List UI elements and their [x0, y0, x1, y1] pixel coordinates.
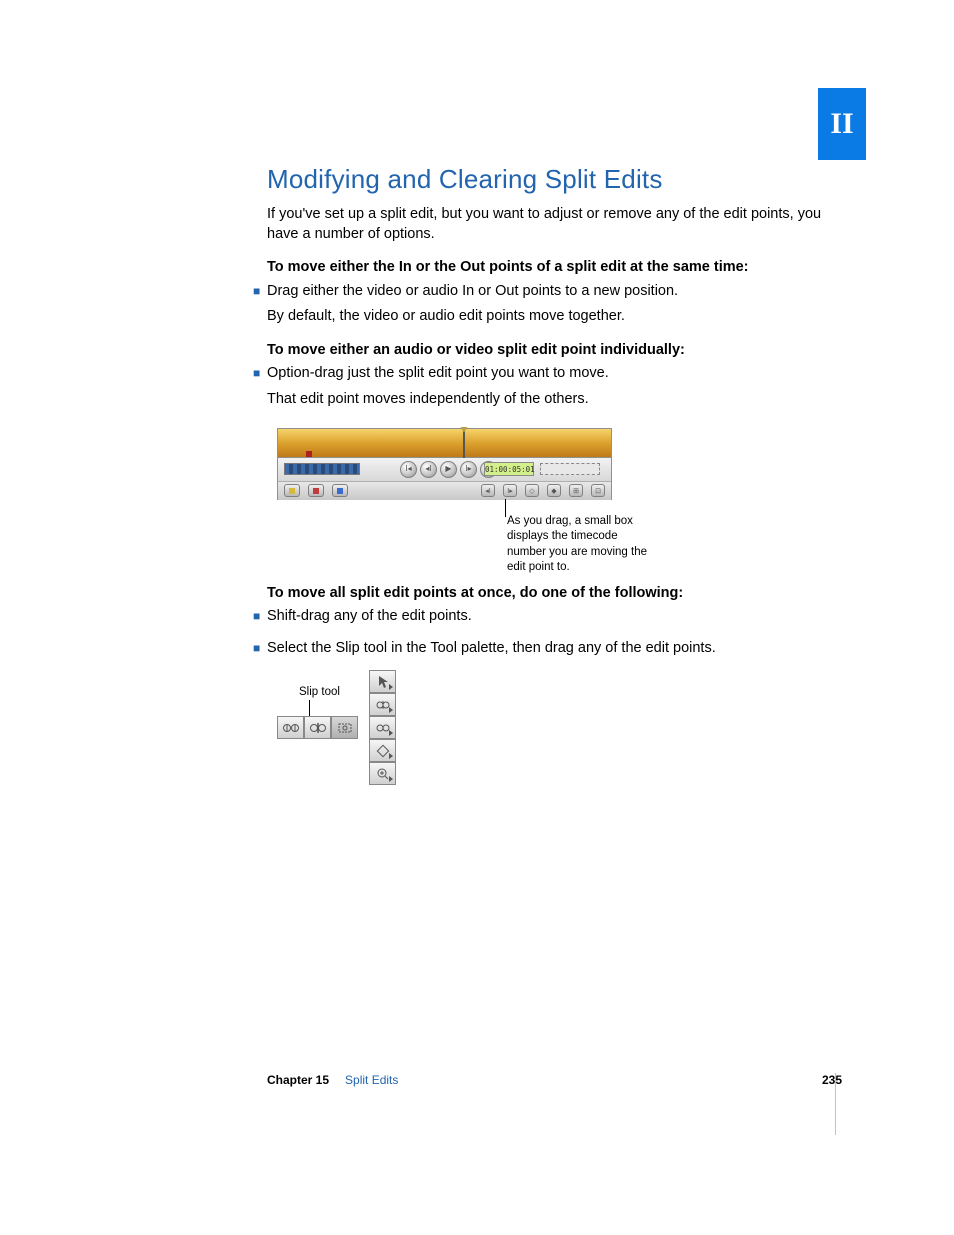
step-back-button[interactable]: ◂I — [420, 461, 437, 478]
mark-in-button[interactable] — [284, 484, 300, 497]
part-tab: II — [818, 88, 866, 160]
flyout-indicator-icon — [389, 684, 393, 690]
audio-strip-icon — [284, 463, 360, 475]
replace-button[interactable]: ⊞ — [569, 484, 583, 497]
list-item: ■ Select the Slip tool in the Tool palet… — [253, 639, 827, 659]
go-start-button[interactable]: I◂ — [400, 461, 417, 478]
section3-heading: To move all split edit points at once, d… — [267, 584, 827, 604]
in-point-marker-icon — [306, 451, 312, 457]
arrow-tool-button[interactable] — [369, 670, 396, 693]
bullet-icon: ■ — [253, 607, 267, 625]
mark-out-button[interactable] — [332, 484, 348, 497]
right-button-group: ◂I I▸ ◇ ◆ ⊞ ⊡ — [481, 484, 605, 497]
bullet-icon: ■ — [253, 364, 267, 382]
playhead-icon — [460, 427, 468, 433]
list-item: ■ Drag either the video or audio In or O… — [253, 282, 827, 302]
step-fwd-button[interactable]: I▸ — [460, 461, 477, 478]
list-item: ■ Option-drag just the split edit point … — [253, 364, 827, 384]
figure-tool-palette: Slip tool — [277, 676, 437, 786]
nav-prev-button[interactable]: ◂I — [481, 484, 495, 497]
section1-note: By default, the video or audio edit poin… — [267, 307, 827, 327]
flyout-indicator-icon — [389, 730, 393, 736]
razor-tool-button[interactable] — [369, 739, 396, 762]
roll-tool-button[interactable] — [277, 716, 304, 739]
transport-buttons: I◂ ◂I ▶ I▸ ▸I — [400, 461, 497, 478]
bullet-icon: ■ — [253, 639, 267, 657]
bullet-text: Select the Slip tool in the Tool palette… — [267, 639, 716, 659]
slip-tool-label: Slip tool — [299, 686, 340, 698]
left-button-group — [284, 484, 348, 497]
page-content: Modifying and Clearing Split Edits If yo… — [267, 164, 827, 786]
overwrite-button[interactable]: ◆ — [547, 484, 561, 497]
timecode-display: 01:00:05:01 — [484, 462, 534, 476]
page-number: 235 — [822, 1073, 842, 1087]
bullet-text: Shift-drag any of the edit points. — [267, 607, 472, 627]
play-button[interactable]: ▶ — [440, 461, 457, 478]
playhead-line-icon — [463, 429, 465, 458]
figure1-callout: As you drag, a small box displays the ti… — [507, 514, 647, 576]
scrub-bar — [278, 429, 611, 458]
fit-button[interactable]: ⊡ — [591, 484, 605, 497]
intro-paragraph: If you've set up a split edit, but you w… — [267, 205, 827, 244]
nav-next-button[interactable]: I▸ — [503, 484, 517, 497]
bullet-text: Drag either the video or audio In or Out… — [267, 282, 678, 302]
slip-tool-button[interactable] — [331, 716, 358, 739]
bullet-text: Option-drag just the split edit point yo… — [267, 364, 609, 384]
section2-note: That edit point moves independently of t… — [267, 390, 827, 410]
slip-slide-tool-button[interactable] — [369, 716, 396, 739]
flyout-indicator-icon — [389, 707, 393, 713]
zoom-tool-button[interactable] — [369, 762, 396, 785]
list-item: ■ Shift-drag any of the edit points. — [253, 607, 827, 627]
callout-leader-line — [505, 499, 506, 517]
mark-clip-button[interactable] — [308, 484, 324, 497]
tool-palette-column — [369, 670, 396, 785]
footer-divider — [835, 1073, 836, 1135]
section2-heading: To move either an audio or video split e… — [267, 341, 827, 361]
figure-transport-bar: I◂ ◂I ▶ I▸ ▸I 01:00:05:01 ◂I I▸ — [277, 428, 827, 500]
chapter-title: Split Edits — [345, 1073, 398, 1087]
flyout-indicator-icon — [389, 776, 393, 782]
ripple-tool-button[interactable] — [304, 716, 331, 739]
bullet-icon: ■ — [253, 282, 267, 300]
insert-button[interactable]: ◇ — [525, 484, 539, 497]
page-heading: Modifying and Clearing Split Edits — [267, 164, 827, 195]
section1-heading: To move either the In or the Out points … — [267, 258, 827, 278]
tool-flyout-row — [277, 716, 358, 739]
transport-mid-row: I◂ ◂I ▶ I▸ ▸I 01:00:05:01 — [278, 458, 611, 482]
chapter-label: Chapter 15 — [267, 1073, 329, 1087]
page-footer: Chapter 15 Split Edits 235 — [267, 1073, 842, 1087]
transport-bottom-row: ◂I I▸ ◇ ◆ ⊞ ⊡ — [278, 482, 611, 500]
transport-screenshot: I◂ ◂I ▶ I▸ ▸I 01:00:05:01 ◂I I▸ — [277, 428, 612, 500]
mini-track-icon — [540, 463, 600, 475]
edit-selection-tool-button[interactable] — [369, 693, 396, 716]
flyout-indicator-icon — [389, 753, 393, 759]
